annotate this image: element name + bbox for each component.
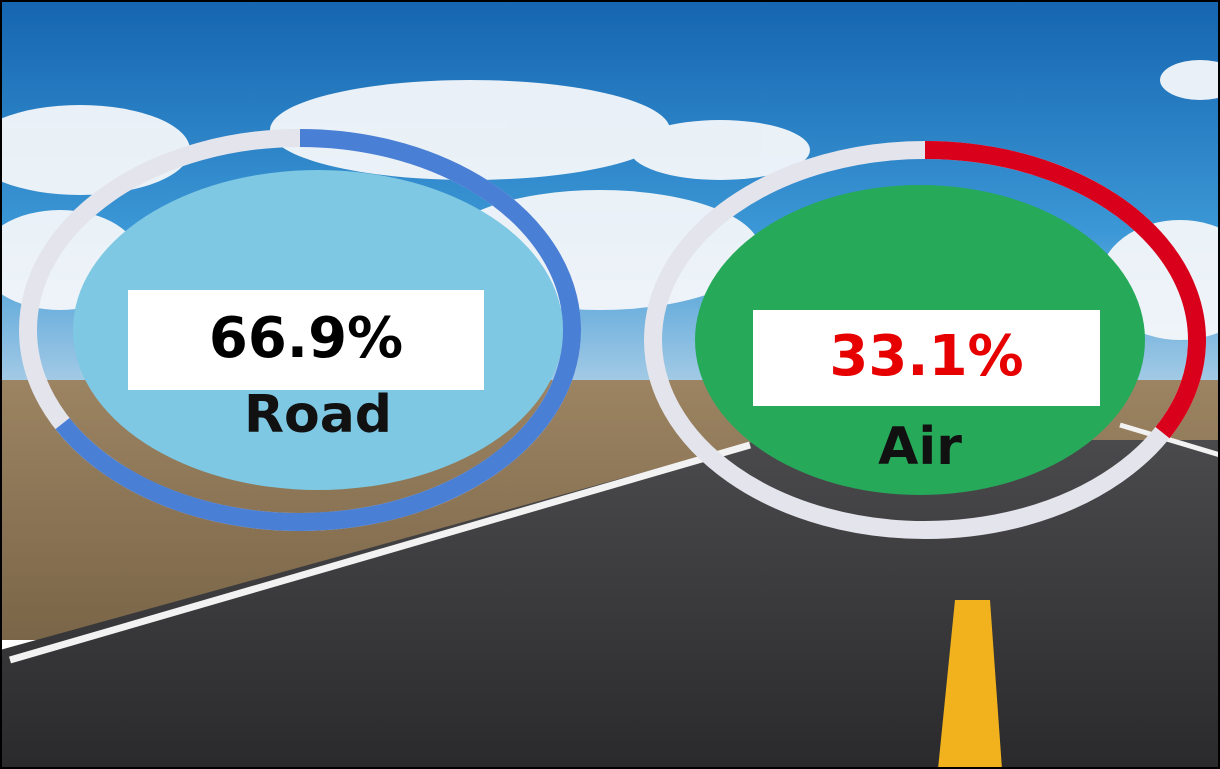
category-label: Road (244, 385, 392, 445)
dashboard: 66.9% Road 33.1% Air (0, 0, 1220, 769)
value-label: 33.1% (829, 324, 1023, 389)
category-label: Air (878, 417, 962, 477)
value-label: 66.9% (209, 306, 403, 371)
